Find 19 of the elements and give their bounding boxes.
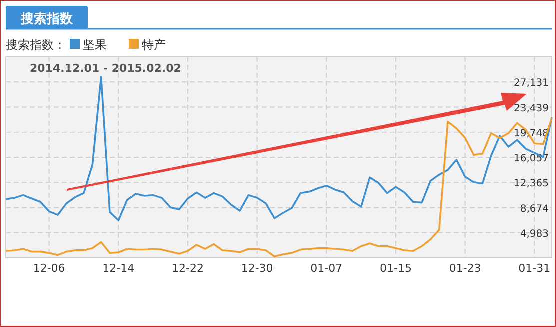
y-tick-label: 27,131: [514, 78, 549, 90]
x-tick-label: 01-31: [518, 262, 551, 275]
y-tick-label: 23,439: [514, 103, 549, 114]
text: 2014.12.01 - 2015.02.02: [30, 62, 182, 75]
legend-title: 搜索指数：: [6, 38, 66, 52]
y-tick-label: 16,057: [514, 154, 549, 164]
x-tick-label: 12-06: [33, 262, 66, 275]
x-tick-label: 01-23: [449, 262, 482, 275]
legend-label: 特产: [142, 38, 166, 52]
x-tick-label: 01-07: [310, 262, 343, 275]
y-tick-label: 8,674: [520, 204, 549, 215]
x-tick-label: 12-14: [102, 262, 135, 275]
chart-title: 搜索指数: [20, 11, 74, 27]
legend-label: 坚果: [83, 38, 107, 52]
y-tick-label: 12,365: [514, 178, 549, 190]
y-tick-label: 4,983: [520, 228, 549, 240]
x-tick-label: 01-15: [380, 262, 412, 275]
x-tick-label: 12-30: [241, 262, 274, 275]
x-tick-label: 12-22: [172, 262, 204, 275]
